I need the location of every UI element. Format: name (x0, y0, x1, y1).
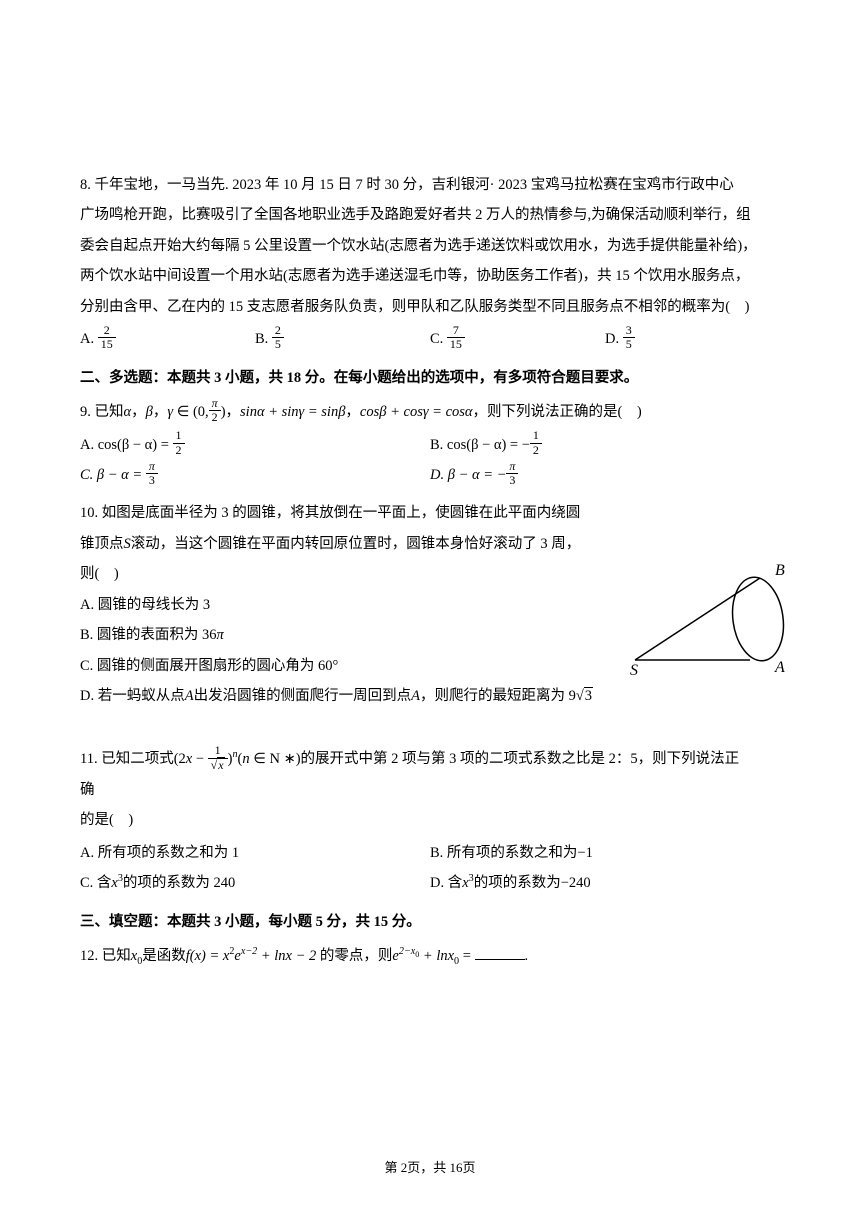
q9-options: A. cos(β − α) = 12 B. cos(β − α) = −12 C… (80, 430, 780, 491)
question-11: 11. 已知二项式(2x − 1x)n(n ∈ N ∗)的展开式中第 2 项与第… (80, 744, 780, 898)
q8-text: 8. 千年宝地，一马当先. 2023 年 10 月 15 日 7 时 30 分，… (80, 170, 780, 200)
section-3-header: 三、填空题：本题共 3 小题，每小题 5 分，共 15 分。 (80, 907, 780, 937)
q11-line1: 11. 已知二项式(2x − 1x)n(n ∈ N ∗)的展开式中第 2 项与第… (80, 744, 780, 774)
question-9: 9. 已知α，β，γ ∈ (0,π2)，sinα + sinγ = sinβ，c… (80, 397, 780, 490)
q9-option-d: D. β − α = −π3 (430, 460, 780, 490)
q11-options: A. 所有项的系数之和为 1 B. 所有项的系数之和为−1 C. 含x3的项的系… (80, 838, 780, 899)
label-B: B (775, 562, 785, 579)
q9-option-c: C. β − α = π3 (80, 460, 430, 490)
q8-option-c: C. 715 (430, 324, 605, 354)
label-S: S (630, 662, 638, 675)
q8-option-a: A. 215 (80, 324, 255, 354)
q11-option-a: A. 所有项的系数之和为 1 (80, 838, 430, 868)
q11-option-b: B. 所有项的系数之和为−1 (430, 838, 780, 868)
section-2-header: 二、多选题：本题共 3 小题，共 18 分。在每小题给出的选项中，有多项符合题目… (80, 363, 780, 393)
question-8: 8. 千年宝地，一马当先. 2023 年 10 月 15 日 7 时 30 分，… (80, 170, 780, 355)
question-12: 12. 已知x0是函数f(x) = x2ex−2 + lnx − 2 的零点，则… (80, 941, 780, 972)
q8-option-b: B. 25 (255, 324, 430, 354)
q11-option-c: C. 含x3的项的系数为 240 (80, 868, 430, 898)
label-A: A (774, 659, 785, 675)
q9-text: 9. 已知α，β，γ ∈ (0,π2)，sinα + sinγ = sinβ，c… (80, 397, 780, 427)
q8-option-d: D. 35 (605, 324, 780, 354)
answer-blank (475, 946, 525, 961)
page-footer: 第 2页，共 16页 (0, 1154, 860, 1181)
q9-option-b: B. cos(β − α) = −12 (430, 430, 780, 460)
spacer (80, 719, 780, 744)
q8-number: 8. (80, 177, 91, 193)
cone-diagram: B S A (630, 560, 800, 686)
q8-options: A. 215 B. 25 C. 715 D. 35 (80, 324, 780, 354)
q9-option-a: A. cos(β − α) = 12 (80, 430, 430, 460)
q11-option-d: D. 含x3的项的系数为−240 (430, 868, 780, 898)
